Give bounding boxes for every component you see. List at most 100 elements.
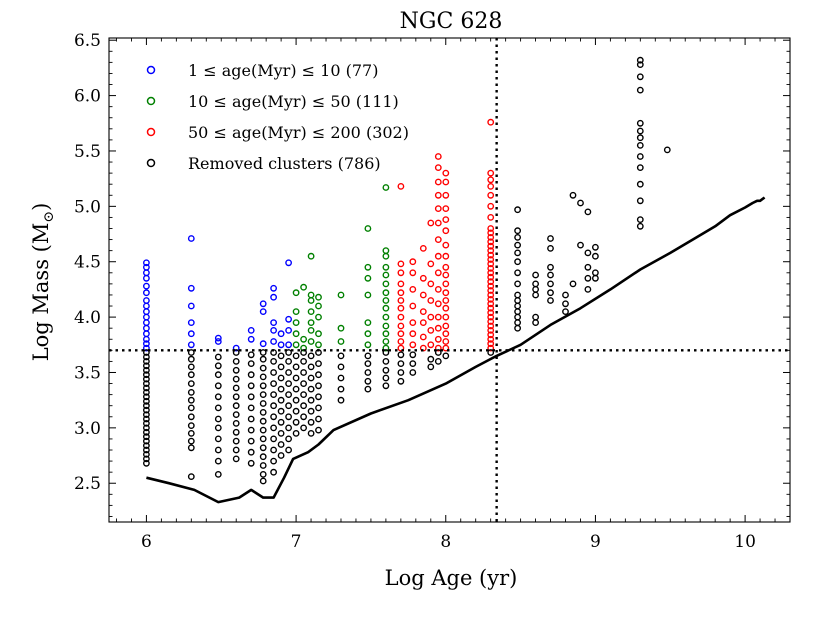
data-point — [562, 291, 569, 299]
data-point — [442, 271, 450, 279]
data-point — [142, 282, 150, 290]
data-point — [142, 419, 150, 427]
data-point — [514, 258, 521, 266]
data-point — [142, 308, 150, 315]
data-point — [584, 285, 592, 293]
data-point — [487, 278, 495, 286]
data-point — [382, 247, 390, 255]
data-point — [292, 363, 300, 371]
data-point — [364, 263, 372, 271]
data-point — [214, 382, 222, 390]
data-point — [247, 360, 255, 367]
data-point — [315, 371, 322, 379]
data-point — [442, 280, 450, 288]
data-point — [532, 271, 539, 279]
data-point — [514, 302, 521, 310]
data-point — [285, 446, 292, 454]
data-point — [292, 385, 300, 393]
data-point — [300, 413, 307, 421]
y-tick-label: 3.5 — [74, 363, 101, 383]
data-point — [337, 396, 345, 404]
data-point — [487, 176, 495, 184]
data-point — [442, 205, 450, 213]
data-point — [277, 341, 285, 349]
data-point — [577, 241, 584, 249]
data-point — [292, 289, 300, 297]
data-point — [315, 404, 322, 412]
data-point — [514, 313, 521, 321]
data-point — [142, 437, 150, 445]
data-point — [427, 260, 435, 268]
y-tick-label: 6.5 — [74, 31, 101, 51]
data-point — [142, 349, 150, 356]
data-point — [259, 400, 267, 407]
data-point — [307, 374, 315, 382]
data-point — [232, 419, 240, 427]
data-point — [187, 319, 195, 326]
data-point — [487, 251, 495, 259]
data-point — [409, 302, 417, 310]
data-point — [214, 404, 222, 412]
data-point — [382, 304, 390, 312]
data-point — [142, 297, 150, 304]
data-point — [142, 411, 150, 418]
data-point — [397, 351, 405, 359]
data-point — [442, 304, 450, 312]
data-point — [307, 291, 315, 299]
data-point — [397, 269, 405, 277]
data-point — [487, 335, 495, 343]
data-point — [270, 413, 277, 421]
data-point — [409, 341, 417, 349]
data-point — [142, 406, 150, 414]
data-point — [307, 297, 315, 304]
y-tick-label: 5.5 — [74, 142, 101, 162]
legend: 1 ≤ age(Myr) ≤ 10 (77) 10 ≤ age(Myr) ≤ 50… — [146, 61, 409, 173]
data-point — [409, 269, 417, 277]
data-point — [487, 169, 495, 177]
x-tick-label: 6 — [141, 532, 152, 552]
data-point — [270, 369, 277, 376]
data-point — [636, 127, 644, 135]
data-point — [292, 374, 300, 382]
data-point — [142, 450, 150, 458]
data-point — [397, 313, 405, 321]
axes: 6 7 8 9 10 2.5 3.0 3.5 4.0 4.5 5.0 5.5 6.0 6.5 — [74, 31, 791, 552]
data-point — [277, 452, 285, 459]
data-point — [592, 252, 599, 260]
data-point — [214, 424, 222, 432]
data-point — [487, 213, 495, 221]
data-point — [397, 369, 405, 376]
data-point — [232, 393, 240, 401]
data-point — [382, 357, 390, 365]
data-point — [187, 413, 195, 421]
data-point — [142, 388, 150, 396]
data-point — [285, 349, 292, 356]
data-point — [434, 153, 442, 160]
data-point — [142, 269, 150, 277]
data-point — [315, 360, 322, 367]
data-point — [442, 330, 450, 338]
data-point — [142, 424, 150, 432]
data-point — [270, 380, 277, 387]
data-point — [427, 363, 435, 371]
data-point — [427, 297, 435, 304]
data-point — [259, 300, 267, 308]
data-point — [636, 197, 644, 205]
data-point — [409, 351, 417, 359]
x-tick-label: 8 — [440, 532, 451, 552]
data-point — [232, 384, 240, 392]
data-point — [584, 263, 592, 271]
data-point — [187, 363, 195, 371]
data-point — [442, 227, 450, 235]
legend-label: 50 ≤ age(Myr) ≤ 200 (302) — [188, 123, 409, 142]
data-point — [292, 330, 300, 338]
data-point — [142, 415, 150, 423]
data-point — [547, 235, 554, 242]
data-point — [247, 448, 255, 456]
data-point — [397, 344, 405, 352]
data-point — [285, 315, 292, 323]
data-point — [442, 352, 450, 360]
legend-marker — [146, 127, 156, 137]
data-point — [285, 380, 292, 387]
data-point — [442, 216, 450, 224]
